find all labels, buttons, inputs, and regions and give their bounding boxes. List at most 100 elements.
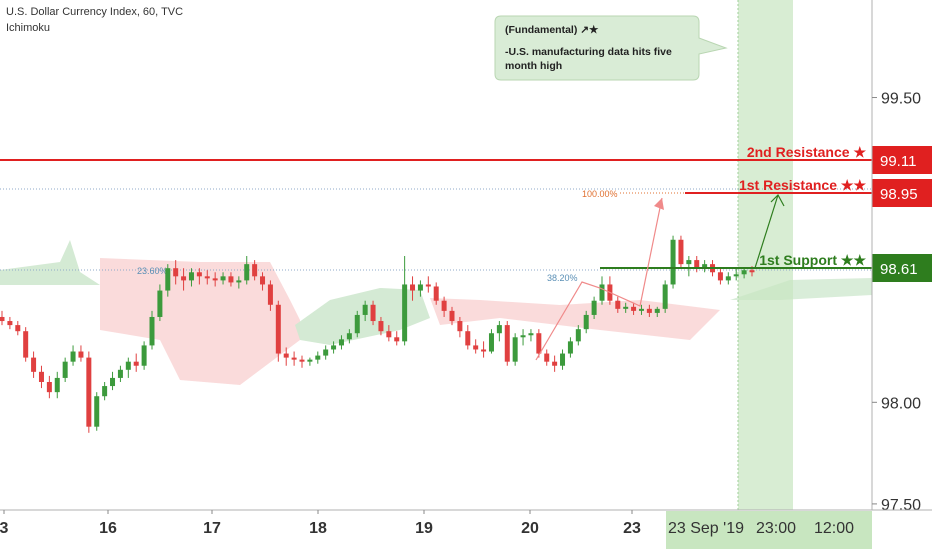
candle <box>117 365 123 382</box>
candle <box>62 357 68 382</box>
candle <box>528 329 534 342</box>
candle <box>173 260 179 285</box>
ichimoku-cloud <box>0 240 872 385</box>
time-tick-label: 16 <box>99 520 117 537</box>
highlight-zone <box>737 0 793 510</box>
candle <box>307 357 313 366</box>
candle <box>662 280 668 313</box>
candle <box>449 306 455 326</box>
price-tick-label: 97.50 <box>881 497 921 514</box>
candle-body <box>181 276 187 281</box>
time-tick-label: 19 <box>415 520 433 537</box>
candle <box>38 365 44 389</box>
fibonacci-lines: 100.00% 23.60% 38.20% <box>0 188 872 283</box>
candle <box>15 321 21 336</box>
candle-body <box>46 381 52 393</box>
time-tick-label: 3 <box>0 520 9 537</box>
candle-body <box>236 280 242 283</box>
candle-body <box>141 345 147 366</box>
candle <box>283 347 289 366</box>
time-tick-label: 23 <box>623 520 641 537</box>
candle <box>102 381 108 401</box>
candle <box>260 272 266 291</box>
candle <box>520 329 526 346</box>
candle <box>654 306 660 317</box>
candle <box>615 296 621 313</box>
candles <box>0 235 755 433</box>
candle-body <box>615 300 621 309</box>
candle <box>386 325 392 342</box>
candle <box>481 341 487 358</box>
candle <box>591 296 597 320</box>
candle-body <box>291 357 297 360</box>
candle-body <box>331 345 337 350</box>
candle-body <box>260 276 266 285</box>
candle-body <box>346 333 352 340</box>
candle <box>7 316 13 330</box>
candle-body <box>694 260 700 269</box>
candle <box>631 302 637 315</box>
note-line-2: month high <box>505 60 563 72</box>
candle-body <box>646 308 652 313</box>
symbol-title: U.S. Dollar Currency Index, 60, TVC <box>6 6 184 18</box>
candle <box>417 280 423 297</box>
candle-body <box>662 284 668 309</box>
candle <box>433 282 439 305</box>
candle-body <box>204 276 210 279</box>
indicator-label: Ichimoku <box>6 22 51 34</box>
candle <box>236 276 242 289</box>
fundamental-note[interactable]: (Fundamental) ↗★ -U.S. manufacturing dat… <box>494 15 728 81</box>
candle <box>599 276 605 305</box>
note-title: (Fundamental) ↗★ <box>505 24 599 36</box>
candle <box>560 349 566 370</box>
time-highlight-label: 12:00 <box>814 520 854 537</box>
candle-body <box>125 361 131 370</box>
candle-body <box>425 284 431 287</box>
candle-body <box>173 268 179 277</box>
candle-body <box>244 264 250 281</box>
candle <box>78 345 84 362</box>
candle <box>725 272 731 285</box>
candle <box>465 325 471 350</box>
level-price-label: 98.61 <box>880 261 918 278</box>
candle-body <box>196 272 202 277</box>
candle <box>86 351 92 433</box>
candle-body <box>686 260 692 265</box>
projection-arrows <box>535 194 785 361</box>
candle <box>23 327 29 362</box>
candle <box>204 270 210 285</box>
candle <box>488 329 494 354</box>
candle-body <box>741 270 747 275</box>
highlight-band <box>738 0 793 510</box>
candle <box>441 296 447 317</box>
candle-body <box>267 284 273 305</box>
candle-body <box>591 300 597 315</box>
time-axis[interactable]: 3 16 17 18 19 20 23 23 Sep '19 23:00 12:00 <box>0 509 932 549</box>
price-axis[interactable]: 99.50 98.00 97.50 <box>871 0 921 514</box>
candle-body <box>220 276 226 281</box>
candle <box>125 357 131 378</box>
cloud-bear-b <box>430 298 720 340</box>
candle-body <box>102 386 108 397</box>
candle-body <box>733 274 739 277</box>
candle-body <box>473 345 479 350</box>
candle-body <box>212 278 218 281</box>
candle <box>267 280 273 311</box>
candle <box>552 355 558 372</box>
candle <box>228 272 234 287</box>
level-price-box <box>872 179 932 207</box>
candle-body <box>402 284 408 342</box>
note-bubble <box>494 15 728 81</box>
price-tick-label: 98.00 <box>881 395 921 412</box>
candle-body <box>370 304 376 322</box>
candle <box>702 260 708 273</box>
candle-body <box>149 316 155 346</box>
candle-body <box>78 351 84 358</box>
note-line-1: -U.S. manufacturing data hits five <box>505 46 672 58</box>
candle <box>220 272 226 285</box>
candle <box>346 329 352 344</box>
candle <box>733 268 739 281</box>
candle-body <box>15 325 21 332</box>
candle <box>686 256 692 277</box>
